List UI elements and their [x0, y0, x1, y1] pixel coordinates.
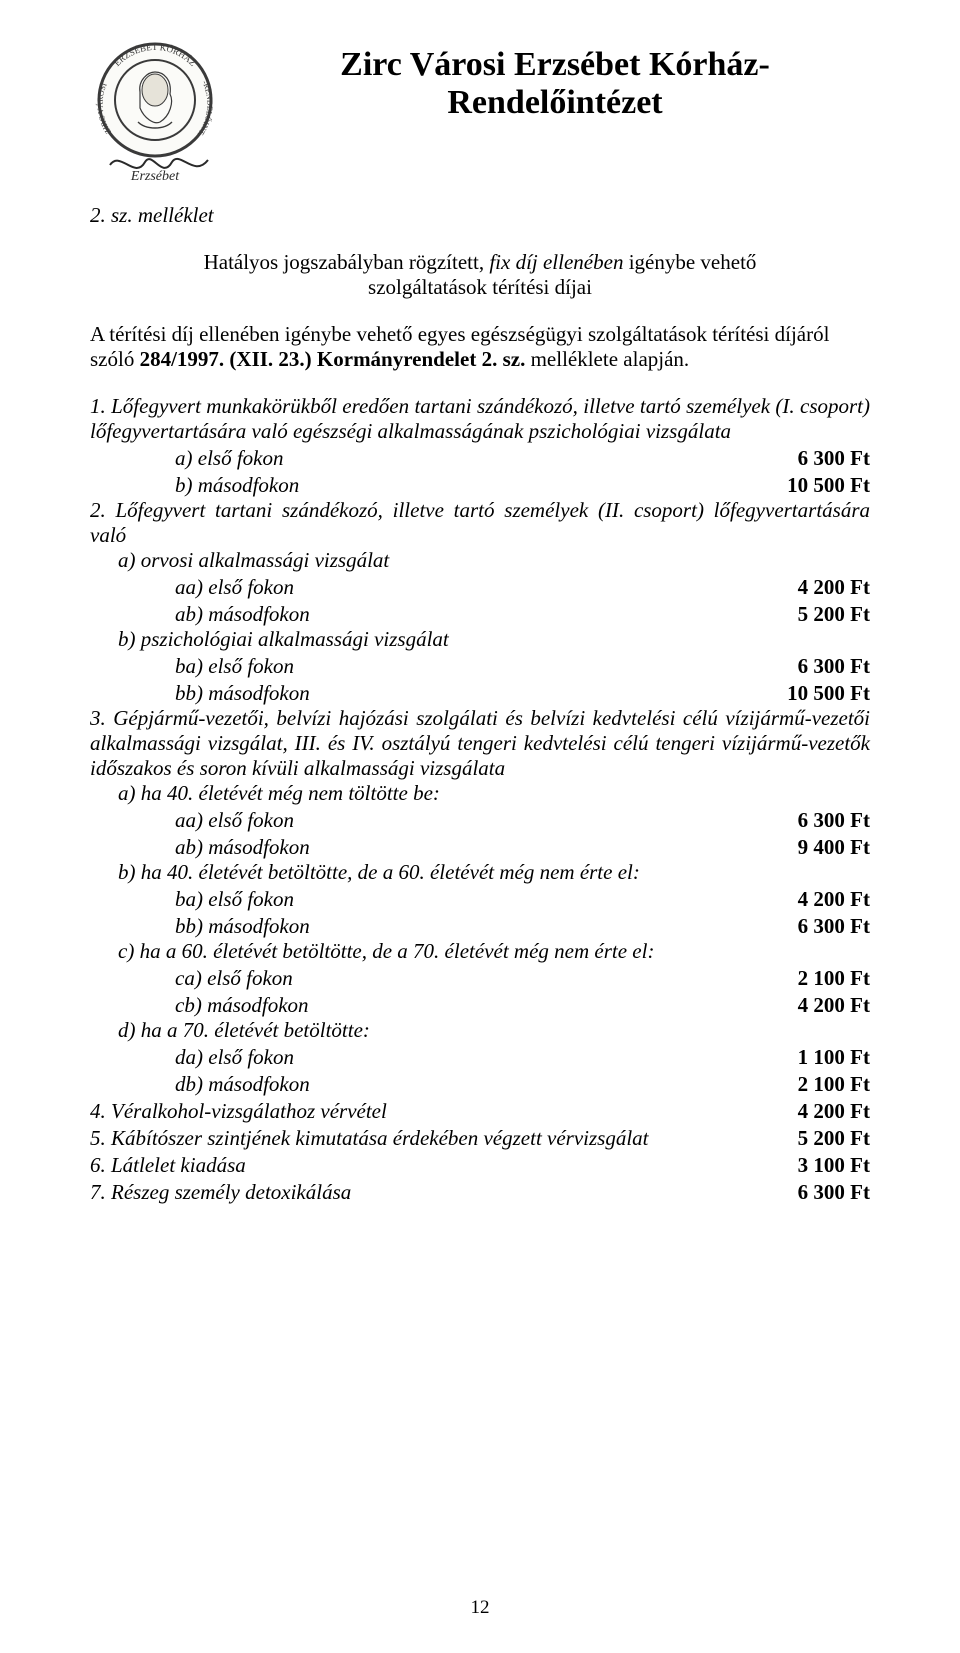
item-4-price: 4 200 Ft: [798, 1099, 870, 1124]
item-3-ba-label: ba) első fokon: [90, 887, 294, 912]
item-1-b-label: b) másodfokon: [90, 473, 299, 498]
item-3-bb: bb) másodfokon 6 300 Ft: [90, 914, 870, 939]
page-title-line1: Zirc Városi Erzsébet Kórház-: [240, 46, 870, 84]
hospital-seal-icon: ERZSÉBET KÓRHÁZ ZIRC VÁROSI -RENDELŐINT.…: [90, 30, 220, 185]
basis-line: A térítési díj ellenében igénybe vehető …: [90, 322, 870, 372]
item-2-ba-label: ba) első fokon: [90, 654, 294, 679]
item-3-d-head: d) ha a 70. életévét betöltötte:: [90, 1018, 870, 1043]
item-3-lead: 3. Gépjármű-vezetői, belvízi hajózási sz…: [90, 706, 870, 781]
item-3-da-price: 1 100 Ft: [798, 1045, 870, 1070]
item-3-ab-label: ab) másodfokon: [90, 835, 310, 860]
item-4-label: 4. Véralkohol-vizsgálathoz vérvétel: [90, 1099, 387, 1124]
item-3-db-price: 2 100 Ft: [798, 1072, 870, 1097]
item-3-aa: aa) első fokon 6 300 Ft: [90, 808, 870, 833]
item-3-ba: ba) első fokon 4 200 Ft: [90, 887, 870, 912]
item-2-aa-label: aa) első fokon: [90, 575, 294, 600]
item-3-db-label: db) másodfokon: [90, 1072, 310, 1097]
item-2-ab: ab) másodfokon 5 200 Ft: [90, 602, 870, 627]
item-1-a-price: 6 300 Ft: [798, 446, 870, 471]
item-5-label: 5. Kábítószer szintjének kimutatása érde…: [90, 1126, 649, 1151]
intro-italic: fix díj ellenében: [489, 250, 623, 274]
item-2-ab-label: ab) másodfokon: [90, 602, 310, 627]
item-6-price: 3 100 Ft: [798, 1153, 870, 1178]
item-5: 5. Kábítószer szintjének kimutatása érde…: [90, 1126, 870, 1151]
item-2-a-head: a) orvosi alkalmassági vizsgálat: [90, 548, 870, 573]
item-2-ab-price: 5 200 Ft: [798, 602, 870, 627]
item-3-da-label: da) első fokon: [90, 1045, 294, 1070]
item-3-c-head: c) ha a 60. életévét betöltötte, de a 70…: [90, 939, 870, 964]
basis-bold: 284/1997. (XII. 23.) Kormányrendelet 2. …: [140, 347, 526, 371]
item-2-ba-price: 6 300 Ft: [798, 654, 870, 679]
item-1-a: a) első fokon 6 300 Ft: [90, 446, 870, 471]
page: ERZSÉBET KÓRHÁZ ZIRC VÁROSI -RENDELŐINT.…: [0, 0, 960, 1653]
item-3-ba-price: 4 200 Ft: [798, 887, 870, 912]
seal-signature: Erzsébet: [130, 169, 180, 184]
section-label: 2. sz. melléklet: [90, 203, 870, 228]
intro-suffix: igénybe vehető: [623, 250, 756, 274]
item-3-a-head: a) ha 40. életévét még nem töltötte be:: [90, 781, 870, 806]
item-5-price: 5 200 Ft: [798, 1126, 870, 1151]
intro-line2: szolgáltatások térítési díjai: [90, 275, 870, 300]
item-1-a-label: a) első fokon: [90, 446, 283, 471]
item-2-bb-price: 10 500 Ft: [787, 681, 870, 706]
header: ERZSÉBET KÓRHÁZ ZIRC VÁROSI -RENDELŐINT.…: [90, 30, 870, 185]
item-3-bb-label: bb) másodfokon: [90, 914, 310, 939]
item-7: 7. Részeg személy detoxikálása 6 300 Ft: [90, 1180, 870, 1205]
item-2-bb: bb) másodfokon 10 500 Ft: [90, 681, 870, 706]
item-3-b-head: b) ha 40. életévét betöltötte, de a 60. …: [90, 860, 870, 885]
item-2-ba: ba) első fokon 6 300 Ft: [90, 654, 870, 679]
item-3-ca-label: ca) első fokon: [90, 966, 293, 991]
intro-prefix: Hatályos jogszabályban rögzített,: [204, 250, 490, 274]
page-number: 12: [0, 1597, 960, 1619]
heading-block: Zirc Városi Erzsébet Kórház- Rendelőinté…: [240, 30, 870, 122]
item-3-ab-price: 9 400 Ft: [798, 835, 870, 860]
item-2-bb-label: bb) másodfokon: [90, 681, 310, 706]
item-7-price: 6 300 Ft: [798, 1180, 870, 1205]
item-2-aa-price: 4 200 Ft: [798, 575, 870, 600]
item-2-aa: aa) első fokon 4 200 Ft: [90, 575, 870, 600]
item-6-label: 6. Látlelet kiadása: [90, 1153, 246, 1178]
item-6: 6. Látlelet kiadása 3 100 Ft: [90, 1153, 870, 1178]
item-3-cb: cb) másodfokon 4 200 Ft: [90, 993, 870, 1018]
item-3-ab: ab) másodfokon 9 400 Ft: [90, 835, 870, 860]
item-1-b: b) másodfokon 10 500 Ft: [90, 473, 870, 498]
item-2-b-head: b) pszichológiai alkalmassági vizsgálat: [90, 627, 870, 652]
item-7-label: 7. Részeg személy detoxikálása: [90, 1180, 351, 1205]
item-3-ca-price: 2 100 Ft: [798, 966, 870, 991]
item-4: 4. Véralkohol-vizsgálathoz vérvétel 4 20…: [90, 1099, 870, 1124]
page-title-line2: Rendelőintézet: [240, 84, 870, 122]
basis-after: melléklete alapján.: [525, 347, 689, 371]
item-1-lead: 1. Lőfegyvert munkakörükből eredően tart…: [90, 394, 870, 444]
item-2-lead: 2. Lőfegyvert tartani szándékozó, illetv…: [90, 498, 870, 548]
intro-block: Hatályos jogszabályban rögzített, fix dí…: [90, 250, 870, 300]
item-3-aa-label: aa) első fokon: [90, 808, 294, 833]
item-3-da: da) első fokon 1 100 Ft: [90, 1045, 870, 1070]
item-3-ca: ca) első fokon 2 100 Ft: [90, 966, 870, 991]
item-1-b-price: 10 500 Ft: [787, 473, 870, 498]
item-3-aa-price: 6 300 Ft: [798, 808, 870, 833]
item-3-bb-price: 6 300 Ft: [798, 914, 870, 939]
item-3-cb-label: cb) másodfokon: [90, 993, 309, 1018]
item-3-cb-price: 4 200 Ft: [798, 993, 870, 1018]
item-3-db: db) másodfokon 2 100 Ft: [90, 1072, 870, 1097]
